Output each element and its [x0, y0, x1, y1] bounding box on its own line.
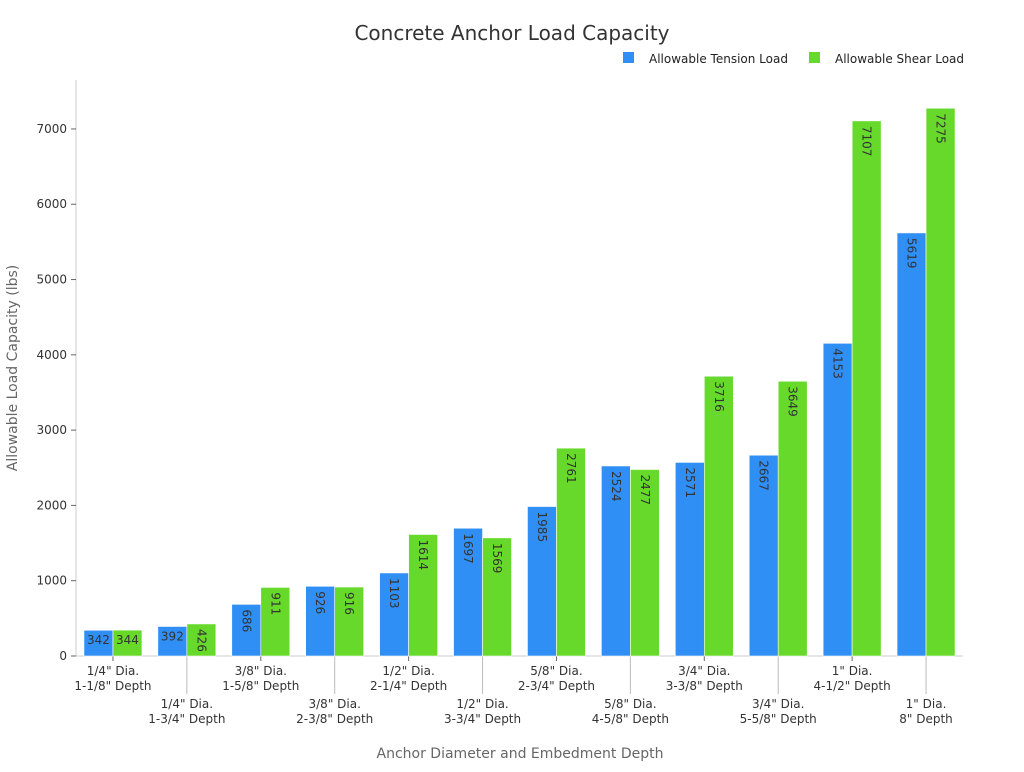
y-axis-label: Allowable Load Capacity (lbs): [5, 265, 21, 471]
x-axis-label: Anchor Diameter and Embedment Depth: [377, 746, 664, 762]
x-tick-label: 1-1/8" Depth: [74, 679, 151, 693]
y-tick-label: 7000: [36, 122, 67, 136]
bar-value-label: 1985: [535, 512, 549, 543]
bar: [112, 629, 143, 657]
bar: [260, 587, 291, 657]
bars: 342 344 392 426 686 911 926 916 1103 1614 1697 1569…: [83, 107, 956, 657]
bar: [674, 462, 705, 657]
bar: [482, 537, 512, 657]
bar: [408, 534, 438, 657]
x-tick-label: 1/2" Dia.: [456, 697, 508, 711]
bar: [896, 232, 927, 657]
y-tick-label: 6000: [36, 197, 67, 211]
bar: [630, 469, 660, 657]
bar-value-label: 1103: [387, 578, 401, 609]
x-tick-label: 3-3/4" Depth: [444, 712, 521, 726]
bar: [601, 465, 631, 657]
x-tick-label: 4-1/2" Depth: [814, 679, 891, 693]
bar-value-label: 2667: [757, 460, 771, 491]
legend-label: Allowable Shear Load: [835, 52, 964, 66]
bar: [305, 585, 336, 657]
bar: [83, 629, 114, 657]
bar: [334, 586, 365, 657]
y-tick-label: 5000: [36, 273, 67, 287]
legend-swatch: [623, 52, 634, 63]
bar-value-label: 5619: [905, 238, 919, 269]
x-tick-label: 5-5/8" Depth: [740, 712, 817, 726]
y-tick-label: 0: [59, 649, 67, 663]
bar-value-label: 3716: [712, 381, 726, 412]
bar-value-label: 4153: [831, 348, 845, 379]
x-tick-label: 2-3/8" Depth: [296, 712, 373, 726]
bar-value-label: 392: [161, 629, 184, 643]
x-tick-label: 2-1/4" Depth: [370, 679, 447, 693]
bar-value-label: 1614: [416, 539, 430, 570]
bar-value-label: 926: [313, 591, 327, 614]
y-tick-label: 3000: [36, 423, 67, 437]
y-tick-label: 2000: [36, 498, 67, 512]
x-tick-label: 3/8" Dia.: [309, 697, 361, 711]
x-tick-label: 3/4" Dia.: [752, 697, 804, 711]
bar-value-label: 2477: [638, 474, 652, 505]
x-tick-label: 1/4" Dia.: [87, 664, 139, 678]
bar-value-label: 7107: [860, 126, 874, 157]
bar-value-label: 2571: [683, 467, 697, 498]
x-tick-label: 3/8" Dia.: [235, 664, 287, 678]
x-tick-label: 5/8" Dia.: [604, 697, 656, 711]
bar: [453, 527, 483, 657]
bar-value-label: 916: [342, 592, 356, 615]
y-tick-label: 1000: [36, 574, 67, 588]
bar: [157, 626, 188, 657]
bar: [748, 454, 779, 657]
bar: [925, 107, 956, 657]
bar: [186, 623, 217, 657]
bar-value-label: 1697: [461, 533, 475, 564]
bar-value-label: 3649: [786, 386, 800, 417]
bar-value-label: 2761: [564, 453, 578, 484]
x-tick-label: 2-3/4" Depth: [518, 679, 595, 693]
bar: [556, 447, 586, 657]
bar-value-label: 344: [116, 633, 139, 647]
x-tick-label: 1" Dia.: [906, 697, 947, 711]
x-tick-label: 3/4" Dia.: [678, 664, 730, 678]
bar: [822, 343, 853, 657]
x-tick-label: 1/4" Dia.: [161, 697, 213, 711]
bar-value-label: 426: [194, 629, 208, 652]
bar: [527, 506, 557, 657]
x-tick-label: 1-3/4" Depth: [148, 712, 225, 726]
bar: [703, 375, 734, 657]
bar: [851, 120, 882, 657]
bar-value-label: 7275: [934, 113, 948, 144]
bar-value-label: 911: [268, 592, 282, 615]
legend-swatch: [809, 52, 820, 63]
x-tick-label: 8" Depth: [899, 712, 953, 726]
bar-value-label: 1569: [490, 543, 504, 574]
bar: [379, 572, 409, 657]
bar-value-label: 2524: [609, 471, 623, 502]
bar-value-label: 686: [239, 609, 253, 632]
chart-title: Concrete Anchor Load Capacity: [354, 21, 669, 45]
bar-value-label: 342: [87, 633, 110, 647]
x-tick-label: 1-5/8" Depth: [222, 679, 299, 693]
bar: [777, 380, 808, 657]
x-tick-label: 3-3/8" Depth: [666, 679, 743, 693]
x-tick-label: 5/8" Dia.: [530, 664, 582, 678]
x-tick-label: 1" Dia.: [832, 664, 873, 678]
y-tick-label: 4000: [36, 348, 67, 362]
x-tick-label: 1/2" Dia.: [382, 664, 434, 678]
legend: Allowable Tension Load Allowable Shear Lo…: [623, 52, 964, 66]
legend-label: Allowable Tension Load: [649, 52, 788, 66]
x-tick-label: 4-5/8" Depth: [592, 712, 669, 726]
